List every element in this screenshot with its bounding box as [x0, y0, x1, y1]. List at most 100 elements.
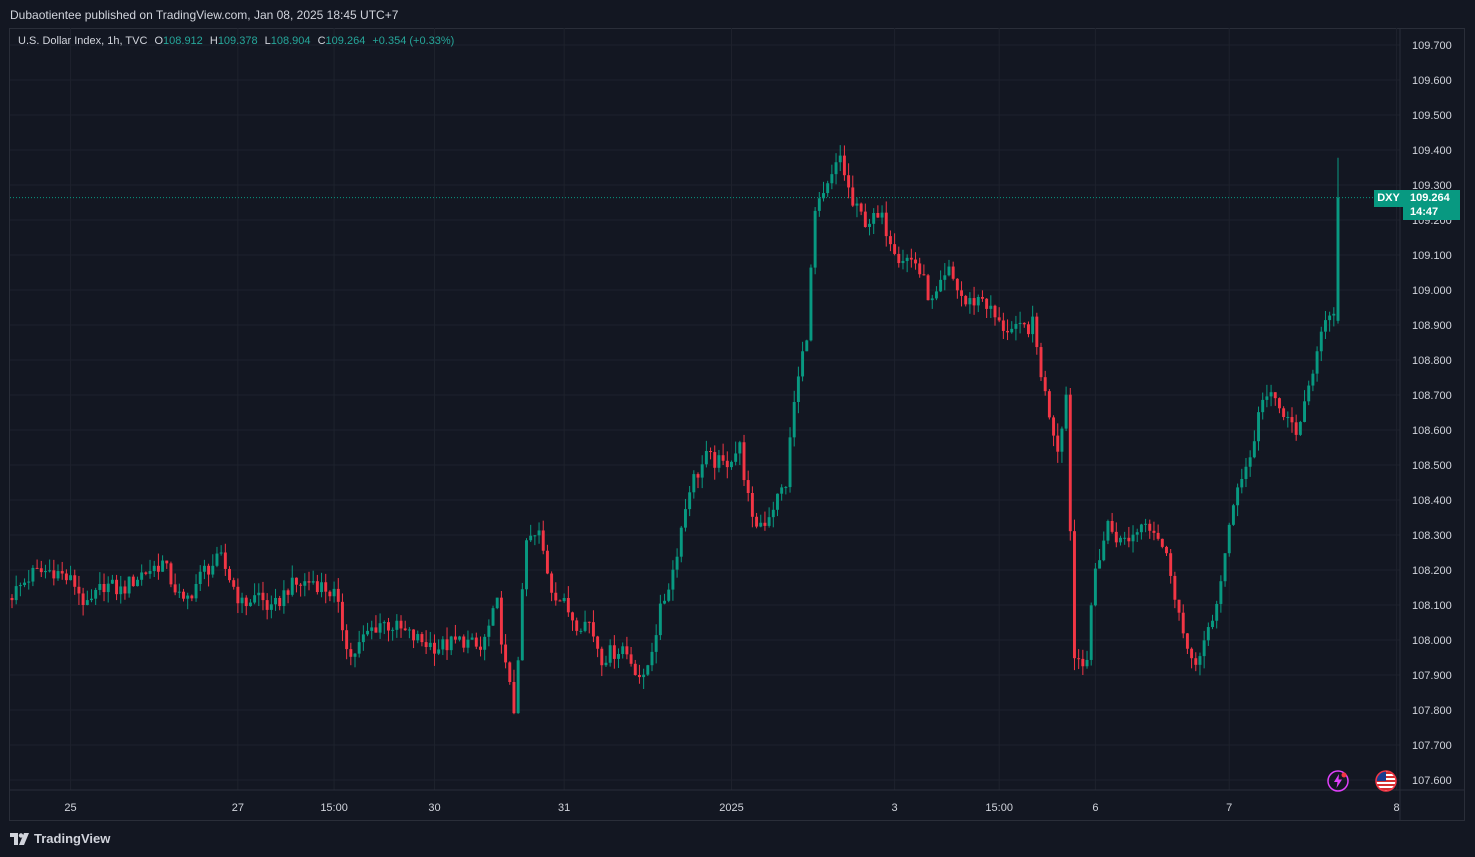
- candle-body: [1286, 417, 1290, 419]
- candle-body: [52, 570, 56, 579]
- candle-body: [600, 648, 604, 666]
- candle-body: [1114, 531, 1118, 543]
- candle-body: [257, 592, 261, 596]
- candle-body: [428, 642, 432, 647]
- candle-body: [554, 592, 558, 601]
- legend-open-label: O: [154, 35, 164, 47]
- y-tick-label: 107.700: [1412, 740, 1452, 752]
- x-tick-label: 3: [892, 802, 898, 814]
- candle-body: [767, 517, 771, 526]
- candle-body: [119, 586, 123, 595]
- candle-body: [1277, 398, 1281, 409]
- candle-body: [905, 257, 909, 261]
- candle-body: [734, 453, 738, 462]
- candle-body: [562, 598, 566, 602]
- candle-body: [144, 572, 148, 574]
- x-tick-label: 31: [558, 802, 570, 814]
- candle-body: [629, 654, 633, 664]
- candle-body: [943, 275, 947, 280]
- candle-body: [1148, 523, 1152, 531]
- candle-body: [14, 586, 18, 601]
- y-tick-label: 107.800: [1412, 705, 1452, 717]
- candle-body: [608, 645, 612, 663]
- candle-body: [968, 298, 972, 305]
- candle-body: [382, 622, 386, 624]
- candle-body: [1206, 627, 1210, 641]
- candle-body: [792, 402, 796, 438]
- candle-body: [951, 266, 955, 279]
- candle-body: [1319, 331, 1323, 352]
- candle-body: [479, 646, 482, 650]
- candle-body: [750, 493, 754, 517]
- candle-body: [863, 211, 867, 227]
- bottom-bar: [0, 822, 1475, 857]
- chart-frame[interactable]: [9, 28, 1465, 821]
- candle-body: [1123, 537, 1127, 539]
- candle-body: [663, 600, 667, 604]
- candle-body: [884, 212, 888, 237]
- candle-body: [123, 586, 127, 594]
- candle-body: [571, 612, 574, 621]
- candle-body: [755, 516, 759, 527]
- candle-body: [1315, 351, 1319, 374]
- candle-body: [742, 442, 746, 481]
- candle-body: [700, 464, 704, 478]
- candle-body: [675, 556, 679, 570]
- candle-body: [516, 660, 520, 714]
- lightning-icon[interactable]: [1327, 770, 1349, 792]
- x-tick-label: 15:00: [985, 802, 1013, 814]
- candle-body: [704, 451, 708, 465]
- x-tick-label: 7: [1226, 802, 1232, 814]
- candle-body: [1177, 599, 1181, 613]
- candle-body: [1307, 385, 1311, 402]
- x-tick-label: 27: [232, 802, 244, 814]
- us-flag-icon[interactable]: [1375, 770, 1397, 792]
- y-tick-label: 109.300: [1412, 180, 1452, 192]
- y-tick-label: 109.700: [1412, 40, 1452, 52]
- candle-body: [1022, 322, 1026, 325]
- candle-body: [579, 630, 583, 632]
- candle-body: [391, 629, 395, 631]
- candle-body: [361, 634, 365, 643]
- candle-body: [930, 298, 934, 301]
- candle-body: [1089, 605, 1093, 660]
- last-price-badge: 109.264 14:47: [1403, 189, 1460, 220]
- candle-body: [955, 278, 959, 291]
- candle-body: [658, 603, 662, 636]
- legend-high-label: H: [209, 35, 218, 47]
- last-price-value: 109.264: [1410, 191, 1450, 204]
- legend-close-label: C: [317, 35, 326, 47]
- candle-body: [960, 290, 963, 296]
- candle-body: [169, 563, 173, 585]
- candle-body: [274, 598, 277, 605]
- candle-body: [730, 461, 733, 468]
- candle-body: [1303, 401, 1307, 422]
- y-tick-label: 109.100: [1412, 250, 1452, 262]
- candle-body: [236, 586, 240, 604]
- candle-body: [897, 253, 901, 264]
- candle-body: [290, 577, 294, 595]
- candle-body: [228, 568, 231, 581]
- y-tick-label: 109.000: [1412, 285, 1452, 297]
- x-tick-label: 8: [1393, 802, 1399, 814]
- candle-body: [688, 492, 692, 510]
- candle-body: [1081, 658, 1085, 667]
- candle-body: [541, 530, 545, 551]
- candle-body: [1236, 487, 1240, 506]
- candle-body: [320, 582, 324, 593]
- tradingview-logo[interactable]: TradingView: [10, 831, 110, 846]
- candle-body: [780, 487, 784, 494]
- candle-body: [1014, 323, 1018, 329]
- y-tick-label: 108.500: [1412, 460, 1452, 472]
- candle-body: [286, 590, 290, 595]
- candle-body: [495, 597, 499, 609]
- candle-body: [232, 580, 236, 587]
- candle-body: [357, 642, 361, 654]
- candle-body: [453, 636, 457, 640]
- candle-body: [504, 644, 508, 663]
- candle-body: [366, 630, 370, 635]
- candle-body: [1336, 197, 1340, 321]
- candle-body: [826, 183, 830, 194]
- candle-body: [328, 591, 332, 597]
